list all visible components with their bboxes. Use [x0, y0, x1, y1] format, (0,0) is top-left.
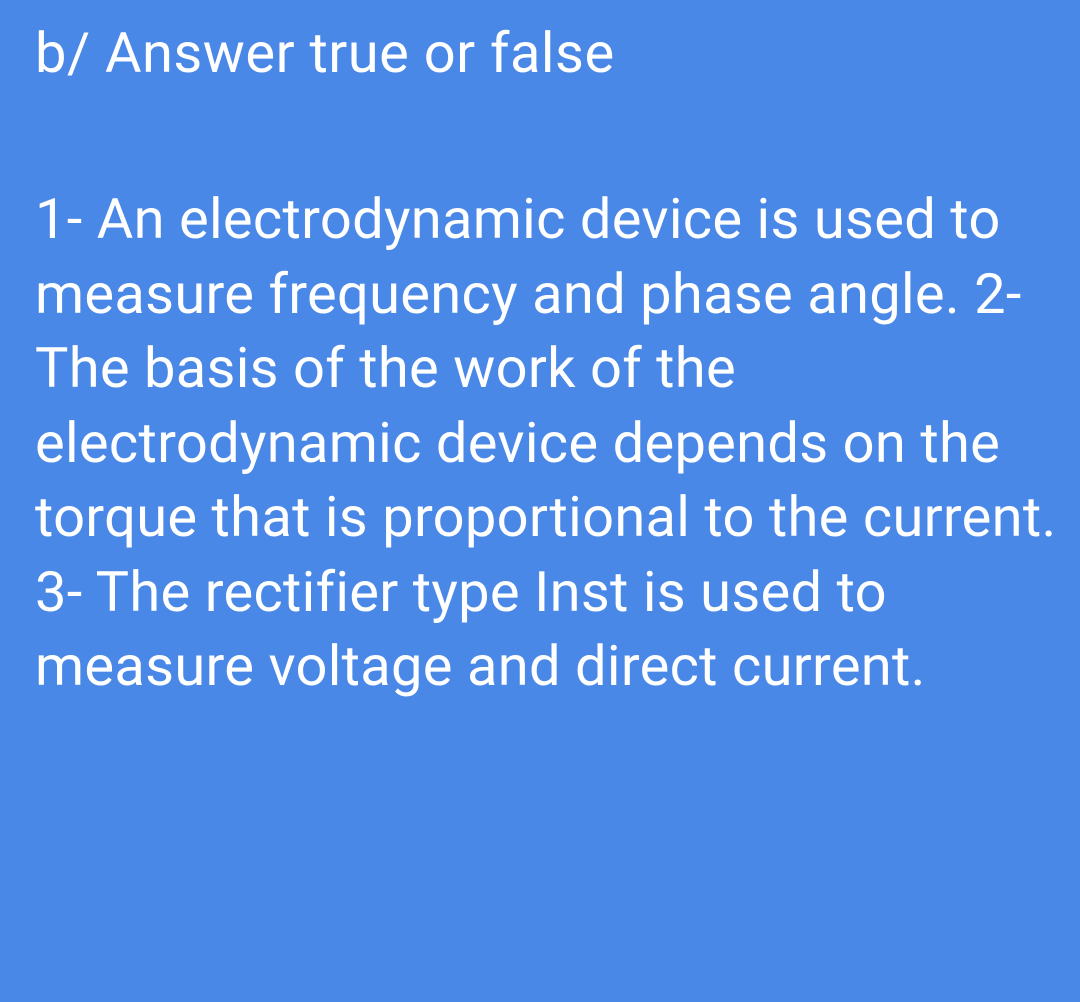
question-body: 1- An electrodynamic device is used to m… — [35, 182, 1060, 703]
section-heading: b/ Answer true or false — [35, 20, 1060, 87]
